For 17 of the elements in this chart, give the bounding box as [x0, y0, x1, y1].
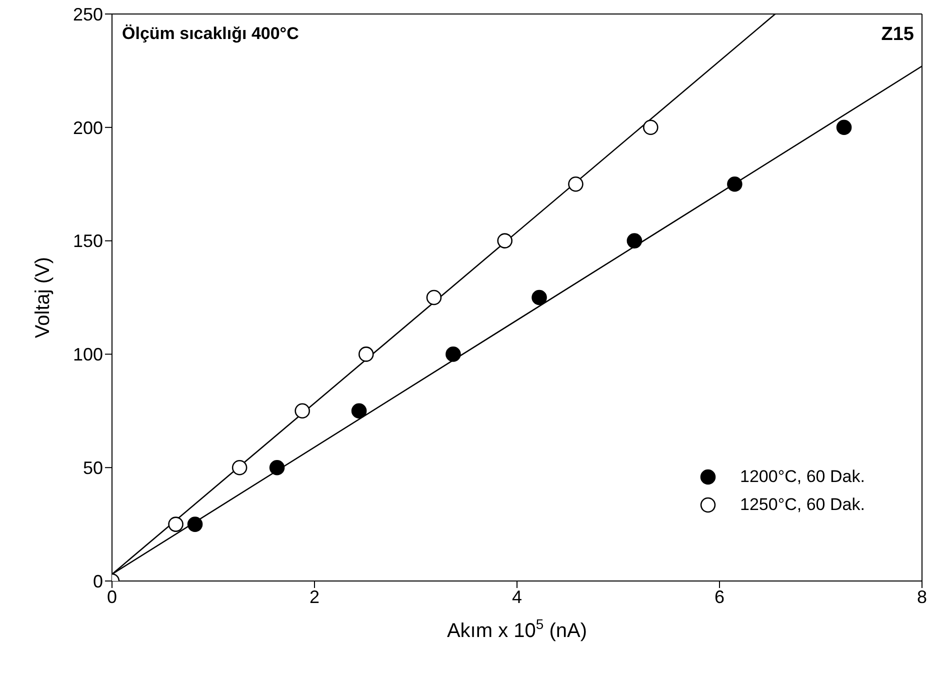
y-axis-title: Voltaj (V)	[32, 256, 54, 338]
x-tick-label: 4	[512, 586, 522, 607]
annotation: Ölçüm sıcaklığı 400°C	[122, 24, 299, 44]
y-tick-label: 200	[72, 118, 103, 138]
y-tick-label: 250	[72, 4, 103, 24]
y-tick-label: 100	[72, 344, 103, 365]
y-tick-label: 0	[92, 571, 103, 592]
x-tick-label: 0	[106, 586, 118, 607]
x-axis-title: Akım x 10$^{5}$ (nA)	[446, 616, 588, 642]
legend-label: 1250°C, 60 Dak.	[740, 495, 865, 515]
annotation: Z15	[881, 24, 914, 46]
x-tick-label: 2	[309, 586, 320, 607]
y-tick-label: 150	[72, 231, 103, 252]
legend-label: 1200°C, 60 Dak.	[740, 467, 865, 487]
x-tick-label: 8	[916, 586, 928, 607]
y-tick-label: 50	[82, 458, 103, 478]
x-tick-label: 6	[714, 586, 725, 607]
